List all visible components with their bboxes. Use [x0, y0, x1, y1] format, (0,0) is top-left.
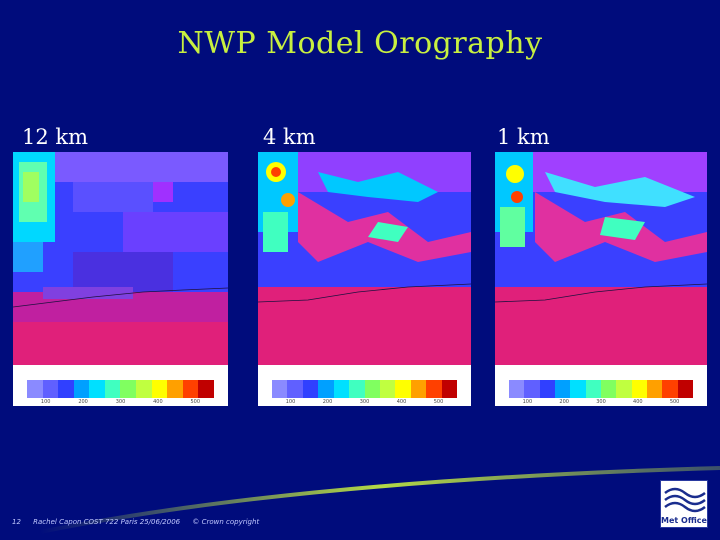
- colorbar-spacer: [13, 365, 228, 380]
- panel-label-4km: 4 km: [263, 125, 316, 149]
- orography-map-12km: 100 200 300 400 500: [13, 152, 228, 408]
- colorbar-swatch: [524, 380, 540, 398]
- colorbar-tick-label: 300: [115, 399, 126, 405]
- page-number: 12: [12, 518, 21, 526]
- colorbar-swatch: [677, 380, 693, 398]
- colorbar-swatch: [441, 380, 458, 398]
- colorbar-tick-label: 100: [522, 399, 533, 405]
- colorbar-tick-label: 500: [190, 399, 201, 405]
- map-1km: [495, 152, 707, 365]
- colorbar-swatch: [104, 380, 121, 398]
- colorbar-tick-label: 100: [285, 399, 296, 405]
- logo-text: Met Office: [661, 516, 707, 525]
- colorbar-swatch: [302, 380, 319, 398]
- colorbar-swatch: [120, 380, 137, 398]
- colorbar-swatch: [151, 380, 168, 398]
- colorbar-tick-label: 200: [322, 399, 333, 405]
- slide-title: NWP Model Orography: [177, 26, 543, 61]
- met-office-logo: Met Office: [660, 480, 708, 528]
- colorbar-swatch: [426, 380, 442, 398]
- orography-map-1km: 100 200 300 400 500: [495, 152, 707, 408]
- colorbar-swatch: [58, 380, 74, 398]
- map-4km: [258, 152, 471, 365]
- orography-map-4km: 100 200 300 400 500: [258, 152, 471, 408]
- colorbar-spacer: [258, 365, 471, 380]
- colorbar-tick-label: 300: [596, 399, 606, 405]
- colorbar-swatch: [410, 380, 427, 398]
- colorbar-spacer: [495, 365, 707, 380]
- author-event: Rachel Capon COST 722 Paris 25/06/2006: [33, 518, 181, 526]
- colorbar-swatch: [395, 380, 411, 398]
- colorbar-swatch: [631, 380, 647, 398]
- colorbar-swatch: [272, 380, 288, 398]
- colorbar-swatch: [364, 380, 380, 398]
- colorbar-swatch: [27, 380, 43, 398]
- colorbar-swatch: [379, 380, 396, 398]
- colorbar-4km: 100 200 300 400 500: [258, 380, 471, 406]
- colorbar-swatch: [539, 380, 555, 398]
- colorbar-swatch: [509, 380, 525, 398]
- colorbar-tick-label: 400: [153, 399, 163, 405]
- colorbar-swatch: [287, 380, 303, 398]
- colorbar-swatches: [272, 380, 458, 398]
- colorbar-tick-label: 500: [433, 399, 444, 405]
- colorbar-tick-label: 200: [559, 399, 569, 405]
- colorbar-swatch: [42, 380, 59, 398]
- colorbar-ticks: 100 200 300 400 500: [272, 399, 457, 406]
- colorbar-swatch: [616, 380, 632, 398]
- colorbar-tick-label: 400: [396, 399, 407, 405]
- colorbar-swatch: [182, 380, 199, 398]
- panel-label-1km: 1 km: [497, 125, 550, 149]
- colorbar-swatch: [662, 380, 678, 398]
- colorbar-ticks: 100 200 300 400 500: [27, 399, 214, 406]
- colorbar-swatch: [318, 380, 334, 398]
- colorbar-swatch: [349, 380, 365, 398]
- colorbar-tick-label: 400: [633, 399, 643, 405]
- copyright-text: © Crown copyright: [192, 518, 260, 526]
- map-12km: [13, 152, 228, 365]
- colorbar-swatch: [167, 380, 183, 398]
- colorbar-swatch: [198, 380, 214, 398]
- colorbar-swatch: [554, 380, 571, 398]
- decorative-swoosh: [39, 466, 720, 534]
- colorbar-swatch: [89, 380, 105, 398]
- colorbar-swatch: [570, 380, 586, 398]
- colorbar-ticks: 100 200 300 400 500: [509, 399, 693, 406]
- colorbar-swatch: [73, 380, 90, 398]
- colorbar-swatch: [333, 380, 350, 398]
- colorbar-tick-label: 500: [669, 399, 680, 405]
- colorbar-swatches: [509, 380, 693, 398]
- wave-icon: [664, 487, 706, 513]
- colorbar-tick-label: 200: [78, 399, 88, 405]
- colorbar-tick-label: 100: [40, 399, 51, 405]
- panel-label-12km: 12 km: [22, 125, 89, 149]
- slide-footer: 12 Rachel Capon COST 722 Paris 25/06/200…: [12, 518, 269, 526]
- colorbar-swatch: [646, 380, 663, 398]
- colorbar-1km: 100 200 300 400 500: [495, 380, 707, 406]
- colorbar-swatch: [600, 380, 617, 398]
- colorbar-swatch: [585, 380, 601, 398]
- colorbar-tick-label: 300: [359, 399, 370, 405]
- colorbar-12km: 100 200 300 400 500: [13, 380, 228, 406]
- colorbar-swatches: [27, 380, 214, 398]
- colorbar-swatch: [136, 380, 152, 398]
